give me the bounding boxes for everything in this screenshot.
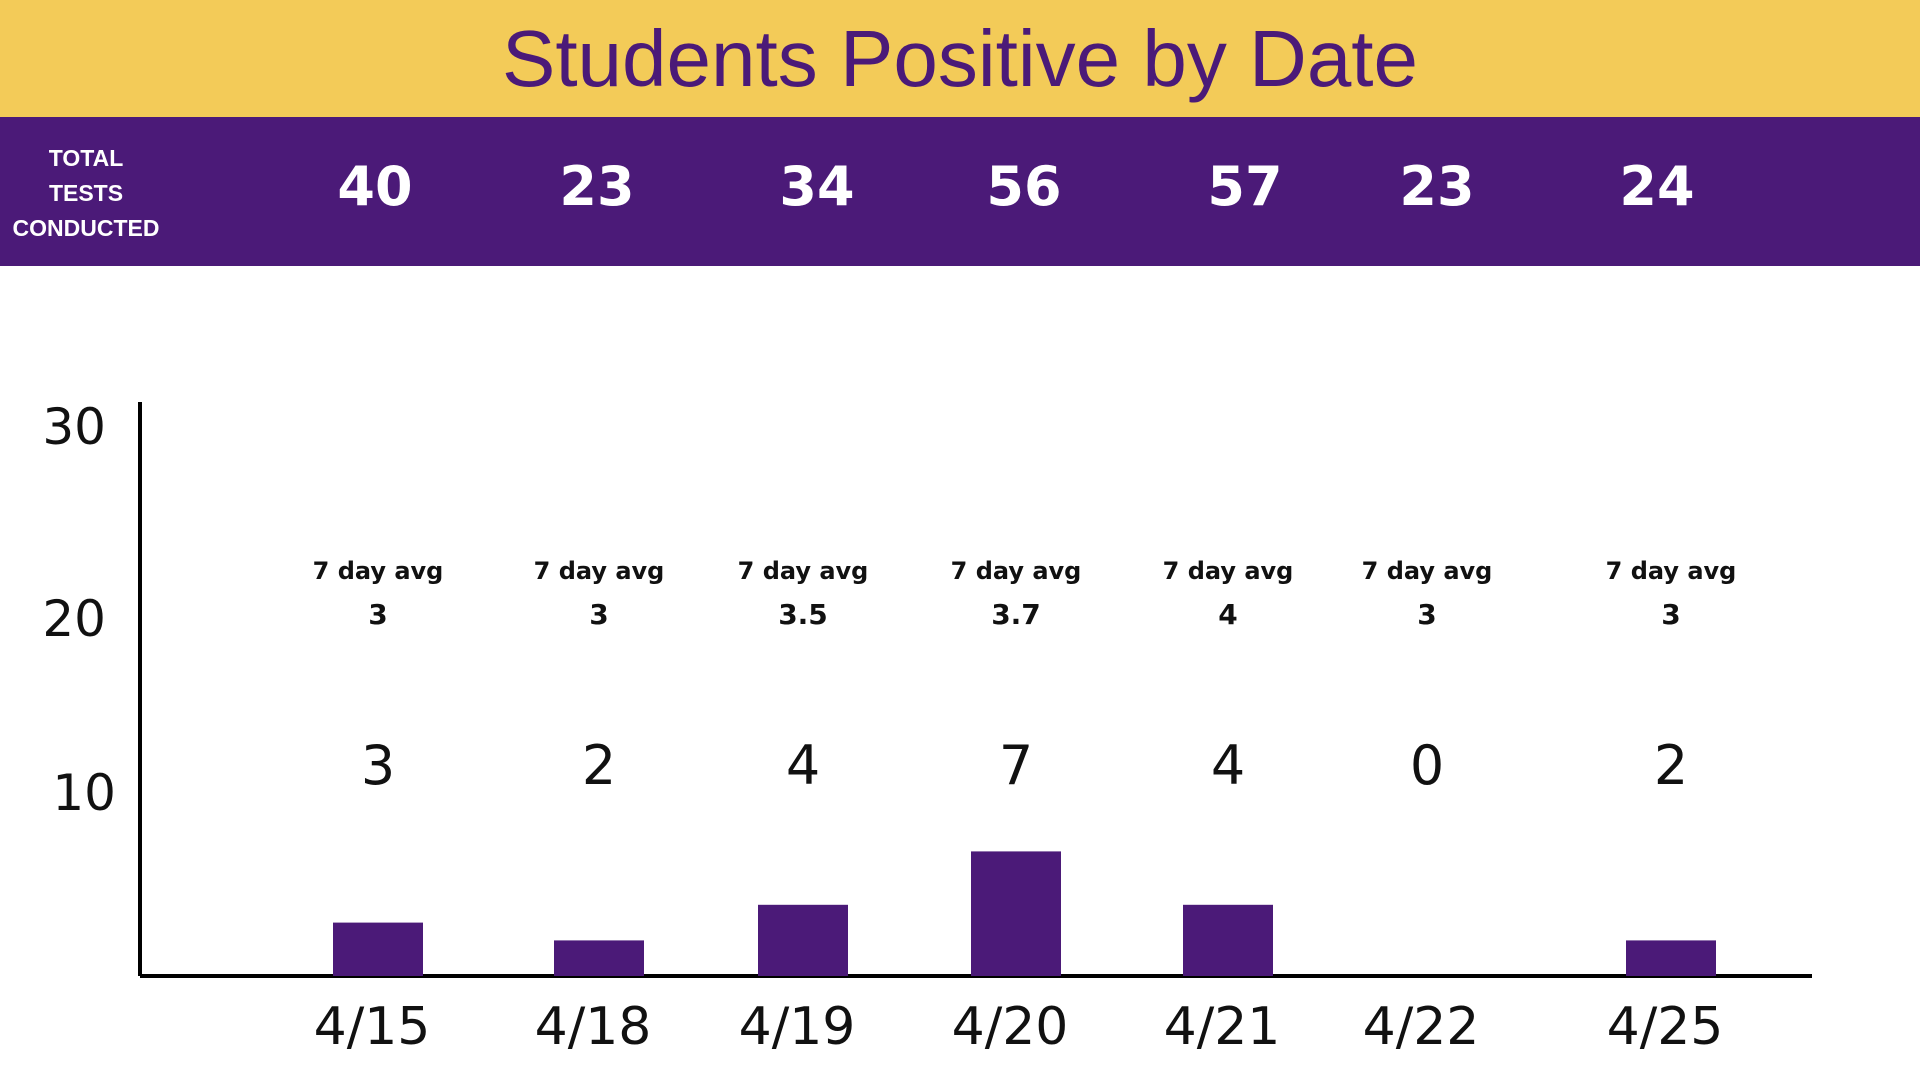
seven-day-avg-value: 4 [1218,598,1237,631]
y-tick-label: 20 [42,590,106,648]
bar [333,922,423,976]
x-tick-label: 4/21 [1164,997,1281,1057]
bar-value-label: 2 [582,734,616,797]
x-tick-label: 4/15 [314,997,431,1057]
x-tick-label: 4/20 [952,997,1069,1057]
seven-day-avg-label: 7 day avg [534,557,665,585]
x-tick-label: 4/22 [1363,997,1480,1057]
y-tick-label: 10 [52,764,116,822]
bar-value-label: 7 [999,734,1033,797]
x-tick-label: 4/19 [739,997,856,1057]
bar-value-label: 4 [786,734,820,797]
seven-day-avg-label: 7 day avg [1362,557,1493,585]
tests-conducted-band: TOTAL TESTS CONDUCTED 40 23 34 56 57 23 … [0,117,1920,266]
bar [758,904,848,976]
x-tick-label: 4/18 [535,997,652,1057]
tests-count-4-19: 34 [779,155,855,218]
seven-day-avg-label: 7 day avg [1606,557,1737,585]
chart-title: Students Positive by Date [501,14,1419,103]
tests-count-4-25: 24 [1619,155,1695,218]
seven-day-avg-value: 3 [1417,598,1436,631]
tests-count-4-20: 56 [986,155,1062,218]
tests-label-line-1: TOTAL [48,145,124,171]
bar [971,851,1061,976]
bar [554,940,644,976]
seven-day-avg-value: 3.5 [778,598,828,631]
bar [1626,940,1716,976]
seven-day-avg-value: 3 [368,598,387,631]
seven-day-avg-label: 7 day avg [738,557,869,585]
tests-label-line-3: CONDUCTED [12,215,160,241]
seven-day-avg-label: 7 day avg [313,557,444,585]
title-band: Students Positive by Date [0,0,1920,117]
seven-day-avg-value: 3 [589,598,608,631]
tests-count-4-15: 40 [337,155,413,218]
bar-value-label: 3 [361,734,395,797]
bar [1183,904,1273,976]
tests-count-4-21: 57 [1207,155,1283,218]
x-tick-label: 4/25 [1607,997,1724,1057]
bar-value-label: 0 [1410,734,1444,797]
seven-day-avg-label: 7 day avg [1163,557,1294,585]
tests-conducted-label: TOTAL TESTS CONDUCTED [0,141,172,246]
tests-count-4-18: 23 [559,155,635,218]
bar-value-label: 2 [1654,734,1688,797]
bar-value-label: 4 [1211,734,1245,797]
tests-count-4-22: 23 [1399,155,1475,218]
seven-day-avg-value: 3 [1661,598,1680,631]
y-tick-label: 30 [42,398,106,456]
tests-label-line-2: TESTS [48,180,124,206]
seven-day-avg-value: 3.7 [991,598,1041,631]
seven-day-avg-label: 7 day avg [951,557,1082,585]
